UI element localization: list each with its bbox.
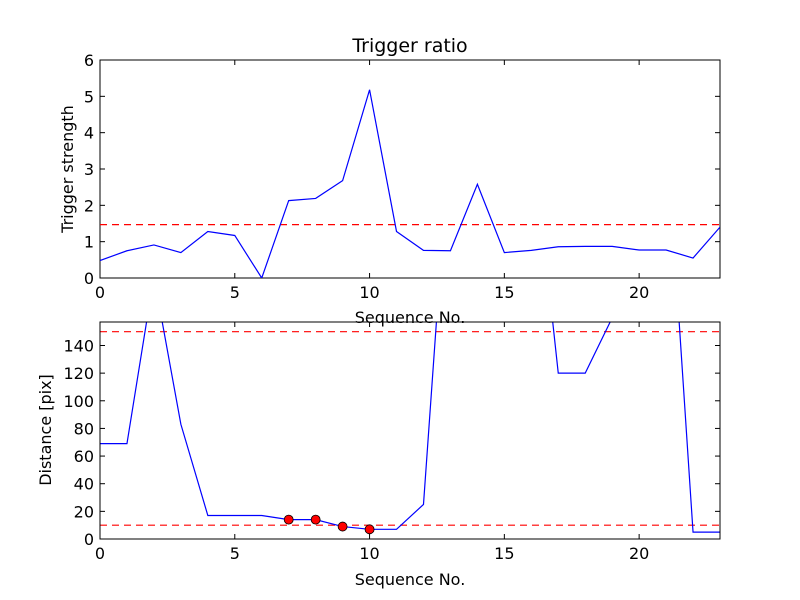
- bottom-y-tick-label: 20: [74, 502, 94, 521]
- top-y-axis-label: Trigger strength: [58, 105, 77, 234]
- bottom-y-tick-label: 0: [84, 530, 94, 549]
- bottom-x-tick-label: 20: [629, 544, 649, 563]
- top-x-tick-label: 0: [95, 283, 105, 302]
- bottom-x-axis-label: Sequence No.: [355, 570, 466, 589]
- marker-point: [283, 514, 294, 525]
- top-x-tick-label: 20: [629, 283, 649, 302]
- marker-point: [337, 521, 348, 532]
- top-y-tick-label: 6: [84, 51, 94, 70]
- top-y-tick-label: 1: [84, 233, 94, 252]
- top-x-tick-label: 5: [230, 283, 240, 302]
- bottom-y-tick-label: 100: [63, 392, 94, 411]
- bottom-plot-frame: [99, 321, 721, 540]
- bottom-x-tick-label: 5: [230, 544, 240, 563]
- trigger-ratio-chart: Trigger ratio 0 5 10 15 20 0 1 2 3 4 5 6 Sequence N…: [58, 35, 721, 327]
- top-y-tick-label: 3: [84, 160, 94, 179]
- bottom-x-tick-label: 10: [359, 544, 379, 563]
- marker-point: [364, 524, 375, 535]
- top-y-tick-label: 2: [84, 196, 94, 215]
- top-x-axis-label: Sequence No.: [355, 308, 466, 327]
- top-y-tick-label: 4: [84, 124, 94, 143]
- top-y-tick-label: 0: [84, 269, 94, 288]
- bottom-x-tick-label: 0: [95, 544, 105, 563]
- top-plot-frame: [99, 59, 721, 279]
- top-x-tick-label: 15: [494, 283, 514, 302]
- bottom-y-tick-label: 120: [63, 364, 94, 383]
- marker-point: [310, 514, 321, 525]
- bottom-y-axis-label: Distance [pix]: [36, 374, 55, 486]
- bottom-y-tick-label: 60: [74, 447, 94, 466]
- bottom-series-line: [100, 322, 720, 533]
- top-x-tick-label: 10: [359, 283, 379, 302]
- chart-title: Trigger ratio: [351, 35, 467, 57]
- bottom-y-tick-label: 80: [74, 419, 94, 438]
- bottom-x-tick-label: 15: [494, 544, 514, 563]
- top-series-line: [100, 89, 720, 278]
- bottom-y-tick-label: 40: [74, 475, 94, 494]
- bottom-y-tick-label: 140: [63, 336, 94, 355]
- top-y-tick-label: 5: [84, 87, 94, 106]
